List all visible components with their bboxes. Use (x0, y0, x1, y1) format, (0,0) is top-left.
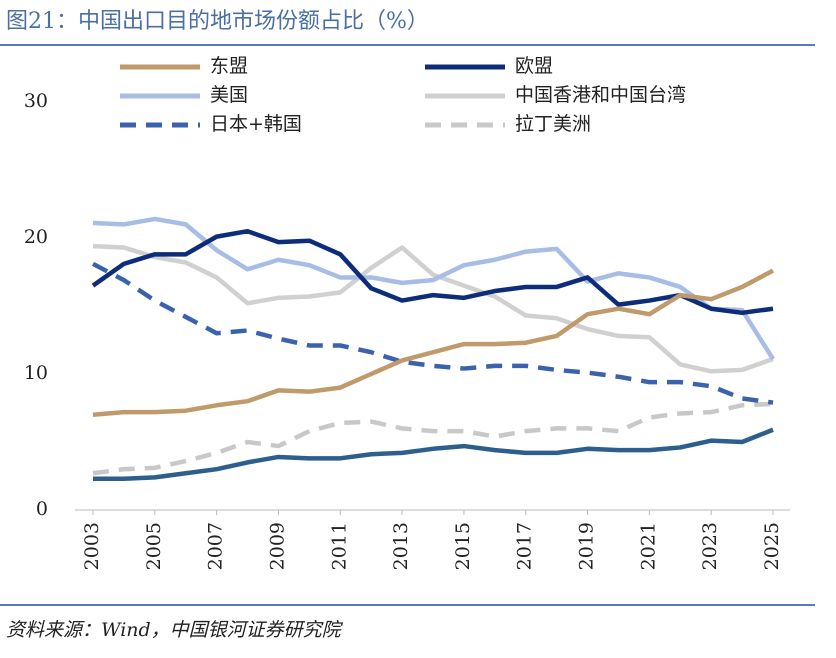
x-tick-label: 2003 (81, 522, 103, 570)
series-line (92, 216, 775, 361)
series-line (92, 401, 774, 476)
legend-label: 中国香港和中国台湾 (515, 84, 686, 106)
y-tick-label: 10 (24, 362, 48, 384)
x-tick-label: 2025 (761, 522, 783, 570)
legend-label: 日本+韩国 (210, 113, 302, 135)
x-tick-label: 2013 (390, 522, 412, 570)
series-line (93, 427, 774, 481)
chart-title: 图21：中国出口目的地市场份额占比（%） (6, 9, 429, 34)
series-line (91, 261, 774, 405)
x-tick-label: 2005 (143, 522, 165, 570)
x-tick-label: 2023 (699, 522, 721, 570)
x-tick-label: 2009 (266, 522, 288, 570)
series-line (91, 228, 774, 316)
legend-label: 美国 (210, 84, 248, 106)
x-tick-label: 2007 (205, 522, 227, 570)
legend-label: 东盟 (210, 55, 248, 77)
series-line (92, 243, 774, 374)
x-tick-label: 2017 (514, 522, 536, 570)
legend-label: 欧盟 (515, 55, 553, 77)
x-tick-label: 2021 (637, 522, 659, 570)
y-tick-label: 0 (36, 498, 48, 520)
x-tick-label: 2019 (576, 522, 598, 570)
x-tick-label: 2011 (328, 522, 350, 570)
source-note: 资料来源：Wind，中国银河证券研究院 (6, 619, 344, 641)
series-line (92, 268, 775, 418)
x-tick-label: 2015 (452, 522, 474, 570)
legend-label: 拉丁美洲 (515, 113, 591, 135)
y-tick-label: 30 (24, 90, 48, 112)
y-tick-label: 20 (24, 226, 48, 248)
